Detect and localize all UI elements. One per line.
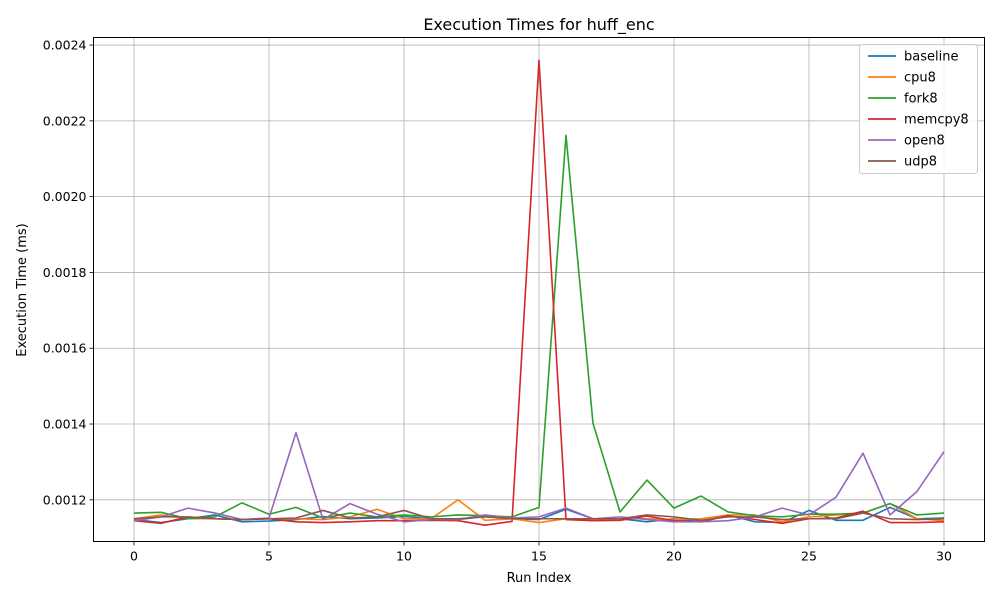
y-tick-label: 0.0016 — [43, 341, 87, 356]
legend-label-fork8: fork8 — [904, 92, 938, 107]
x-axis-label: Run Index — [507, 571, 572, 586]
legend: baseline cpu8 fork8 memcpy8 open8 udp8 — [859, 44, 978, 174]
legend-label-baseline: baseline — [904, 50, 958, 65]
legend-label-cpu8: cpu8 — [904, 71, 936, 86]
y-axis-label: Execution Time (ms) — [15, 223, 30, 356]
x-tick-label: 15 — [531, 549, 547, 564]
legend-label-open8: open8 — [904, 134, 945, 149]
series-layer — [133, 59, 945, 527]
x-tick-label: 25 — [801, 549, 817, 564]
x-tick-label: 5 — [265, 549, 273, 564]
y-axis: 0.0012 0.0014 0.0016 0.0018 0.0020 0.0022 0.00… — [43, 38, 94, 507]
x-tick-label: 0 — [130, 549, 138, 564]
chart-title: Execution Times for huff_enc — [423, 15, 654, 35]
y-tick-label: 0.0024 — [43, 38, 87, 53]
x-tick-label: 30 — [936, 549, 952, 564]
x-tick-label: 10 — [396, 549, 412, 564]
y-tick-label: 0.0020 — [43, 189, 87, 204]
x-tick-label: 20 — [666, 549, 682, 564]
y-tick-label: 0.0014 — [43, 417, 87, 432]
y-tick-label: 0.0022 — [43, 113, 87, 128]
legend-label-memcpy8: memcpy8 — [904, 113, 969, 128]
y-tick-label: 0.0012 — [43, 492, 87, 507]
y-tick-label: 0.0018 — [43, 265, 87, 280]
series-line-udp8 — [133, 509, 945, 522]
x-axis: 0 5 10 15 20 25 30 — [130, 541, 952, 564]
grid-lines — [93, 37, 985, 542]
legend-label-udp8: udp8 — [904, 155, 937, 170]
